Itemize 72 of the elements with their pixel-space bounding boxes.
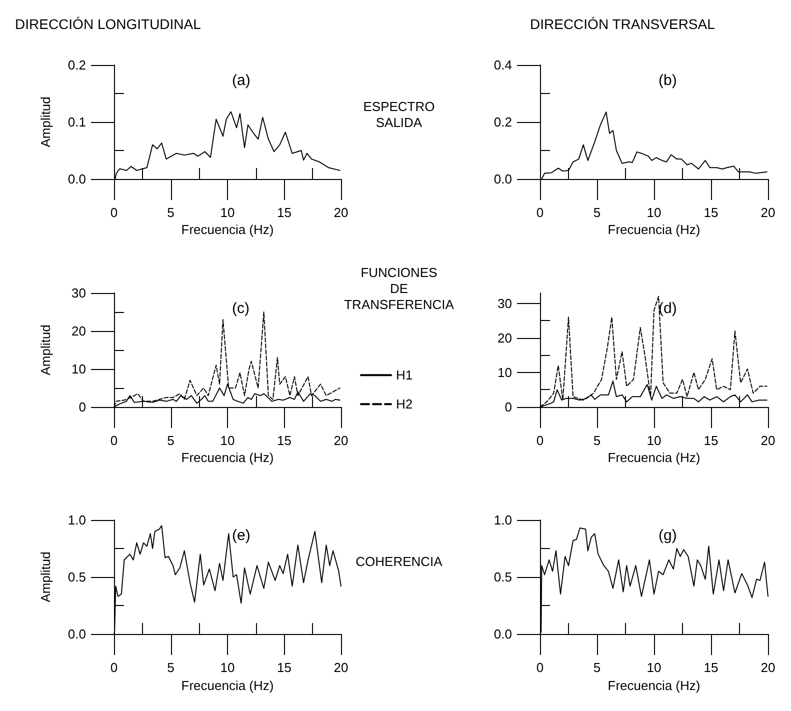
x-tick-label: 0 [536, 205, 544, 220]
x-tick-label: 10 [220, 205, 235, 220]
x-tick-label: 0 [110, 660, 118, 675]
y-tick-label: 0.0 [494, 626, 512, 642]
y-axis-title: Amplitud [38, 324, 53, 376]
x-tick-label: 20 [334, 205, 348, 220]
x-tick-label: 10 [220, 433, 235, 448]
x-tick-label: 0 [536, 433, 544, 448]
x-tick-label: 15 [277, 205, 292, 220]
x-tick-label: 10 [646, 205, 662, 220]
x-axis-title: Frecuencia (Hz) [608, 450, 700, 465]
annotation: (e) [232, 527, 250, 544]
x-tick-label: 15 [704, 205, 718, 220]
x-axis-title: Frecuencia (Hz) [608, 678, 700, 693]
text: ESPECTRO SALIDA [363, 99, 435, 132]
text: COHERENCIA [356, 554, 442, 570]
x-axis-title: Frecuencia (Hz) [608, 222, 700, 237]
annotation: (c) [232, 300, 250, 317]
annotation: (g) [658, 527, 677, 544]
x-tick-label: 5 [167, 205, 174, 220]
y-tick-label: 1.0 [494, 512, 512, 528]
y-axis-title: Amplitud [38, 552, 53, 602]
x-tick-label: 5 [593, 660, 601, 675]
x-tick-label: 20 [760, 660, 776, 675]
y-tick-label: 0.5 [494, 570, 512, 584]
x-tick-label: 5 [167, 660, 174, 675]
y-tick-label: 0.4 [494, 58, 512, 72]
x-tick-label: 15 [704, 433, 718, 448]
x-tick-label: 10 [646, 660, 662, 675]
x-axis-title: Frecuencia (Hz) [181, 222, 274, 237]
x-tick-label: 0 [536, 660, 544, 675]
y-tick-label: 0.0 [68, 172, 86, 186]
y-tick-label: 0.5 [68, 570, 86, 584]
legend-label: H2 [396, 396, 413, 412]
annotation: (b) [658, 72, 677, 89]
x-tick-label: 10 [220, 660, 235, 675]
annotation: (a) [232, 72, 250, 89]
x-tick-label: 20 [334, 660, 348, 675]
y-tick-label: 20 [72, 324, 86, 338]
x-tick-label: 20 [760, 205, 776, 220]
x-tick-label: 15 [704, 660, 718, 675]
x-tick-label: 10 [646, 433, 662, 448]
y-tick-label: 10 [72, 362, 86, 376]
y-tick-label: 30 [72, 286, 86, 300]
x-axis-title: Frecuencia (Hz) [181, 678, 274, 693]
y-tick-label: 0 [78, 400, 86, 414]
text: FUNCIONES DE TRANSFERENCIA [344, 265, 454, 313]
y-tick-label: 0.2 [68, 58, 86, 72]
y-tick-label: 0.0 [68, 626, 86, 642]
x-tick-label: 5 [593, 433, 601, 448]
y-axis-title: Amplitud [38, 96, 53, 148]
y-tick-label: 0 [504, 400, 512, 414]
y-tick-label: 20 [498, 330, 512, 346]
x-tick-label: 20 [334, 433, 348, 448]
x-tick-label: 15 [277, 660, 292, 675]
x-tick-label: 15 [277, 433, 292, 448]
legend-label: H1 [396, 368, 413, 383]
chart-title: DIRECCIÓN LONGITUDINAL [15, 16, 202, 32]
chart-title: DIRECCIÓN TRANSVERSAL [530, 16, 716, 32]
x-tick-label: 5 [593, 205, 601, 220]
y-tick-label: 30 [498, 296, 512, 311]
x-tick-label: 0 [110, 433, 118, 448]
x-tick-label: 20 [760, 433, 776, 448]
y-tick-label: 0.0 [494, 172, 512, 186]
annotation: (d) [658, 300, 677, 317]
x-axis-title: Frecuencia (Hz) [181, 450, 274, 465]
y-tick-label: 1.0 [68, 512, 86, 528]
y-tick-label: 0.2 [494, 114, 512, 130]
x-tick-label: 0 [110, 205, 118, 220]
y-tick-label: 10 [498, 364, 512, 380]
y-tick-label: 0.1 [68, 114, 86, 130]
x-tick-label: 5 [167, 433, 174, 448]
